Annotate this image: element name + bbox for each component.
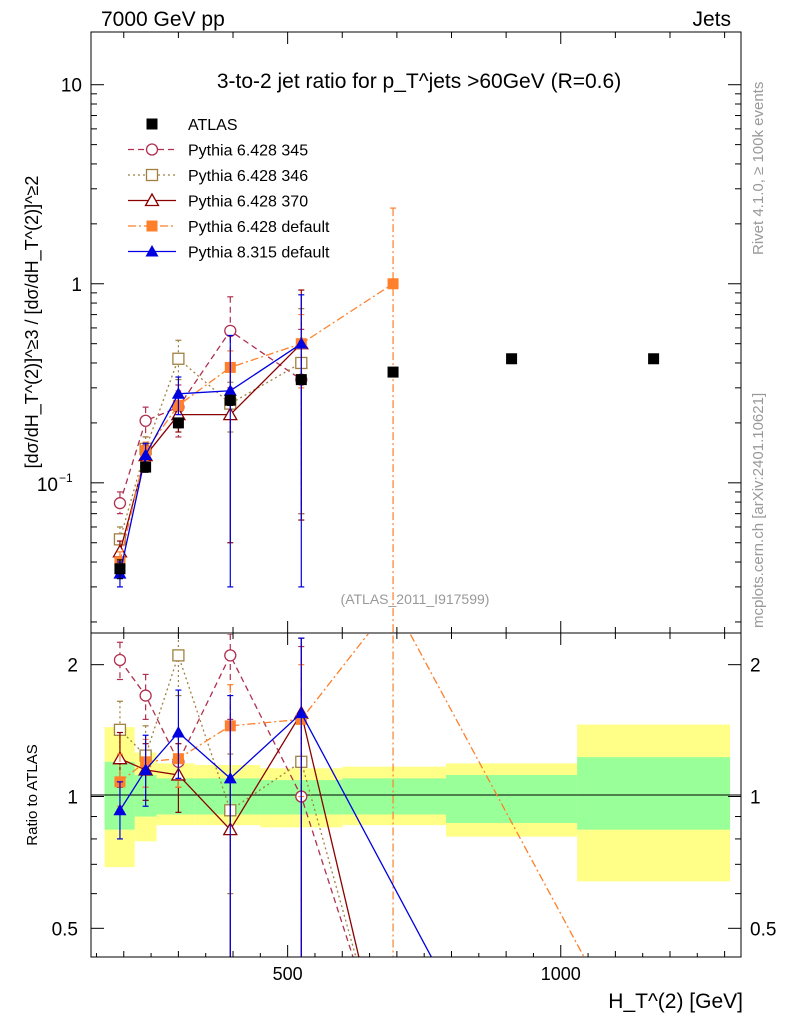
legend-label-pythia-6-428-346: Pythia 6.428 346 [188,168,308,185]
pythia-8-315-default-point [223,384,237,396]
atlas-inner-band-7 [577,757,731,830]
pythia-8-315-default-point [171,387,185,399]
pythia-6-428-345-point [224,324,237,338]
pythia-6-428-default-line [119,283,394,563]
pythia-6-428-345-ratio-point [139,689,152,702]
header-energy-label: 7000 GeV pp [101,8,225,31]
pythia-6-428-345-ratio-line [119,653,354,957]
atlas-point [648,353,660,365]
pythia-8-315-default-ratio-point [171,726,185,738]
pythia-6-428-345-point [139,414,152,427]
x-tick-label: 1000 [541,964,581,984]
ratio-y-tick-label-left: 0.5 [52,919,78,940]
legend-label-pythia-8-315-default: Pythia 8.315 default [188,245,330,262]
pythia-6-428-default-point [387,278,399,290]
y-axis-label-ratio: Ratio to ATLAS [24,744,41,845]
header-jets-label: Jets [692,8,731,31]
legend-marker-pythia-8-315-default [145,245,159,257]
ratio-y-tick-label-right: 2 [750,656,761,677]
pythia-6-428-346-ratio-point [172,649,185,662]
atlas-point [506,353,518,365]
y-tick-label-10: 10 [61,76,82,97]
legend: ATLAS Pythia 6.428 345 Pythia 6.428 346 Pyt… [128,117,330,262]
pythia-6-428-346-ratio-line [119,653,357,957]
legend-marker-pythia-6-428-346 [145,168,159,182]
rivet-version-label: Rivet 4.1.0, ≥ 100k events [750,82,767,255]
pythia-8-315-default-point [139,448,153,460]
pythia-8-315-default-point [294,337,308,349]
legend-label-pythia-6-428-345: Pythia 6.428 345 [188,143,308,160]
main-panel-data [112,207,660,633]
legend-label-pythia-6-428-default: Pythia 6.428 default [188,219,330,236]
mcplots-citation-label: mcplots.cern.ch [arXiv:2401.10621] [750,393,767,628]
atlas-inner-band-2 [156,778,195,815]
y-tick-label-exponent: −1 [59,471,73,485]
pythia-8-315-default-ratio-point [223,771,237,784]
pythia-6-428-345-ratio-point [113,653,127,667]
ratio-panel-data [112,634,585,957]
y-axis-label-main: [dσ/dH_T^(2)]^≥3 / [dσ/dH_T^(2)]^≥2 [22,176,43,469]
pythia-6-428-345-point [113,497,127,510]
analysis-label: (ATLAS_2011_I917599) [341,591,490,607]
pythia-6-428-346-line [119,357,302,540]
atlas-point [295,374,307,386]
y-tick-label-0p1: 10 [37,475,58,496]
atlas-inner-band-6 [446,774,578,823]
atlas-point [114,563,126,575]
ratio-y-tick-label-right: 0.5 [750,919,776,940]
atlas-point [140,461,152,473]
atlas-inner-band-5 [342,778,447,815]
legend-label-atlas: ATLAS [188,117,238,134]
atlas-uncertainty-bands [104,724,731,882]
atlas-point [224,394,236,406]
ratio-panel-frame [90,632,742,958]
atlas-point [172,417,184,429]
pythia-8-315-default-ratio-point [139,763,153,775]
legend-marker-atlas [146,118,158,130]
pythia-8-315-default-ratio-point [294,706,308,719]
x-axis-label: H_T^(2) [GeV] [608,990,743,1013]
legend-marker-pythia-6-428-345 [145,143,159,156]
legend-label-pythia-6-428-370: Pythia 6.428 370 [188,194,308,211]
pythia-8-315-default-ratio-point [113,803,127,816]
pythia-8-315-default-ratio-line [119,712,433,957]
chart-title: 3-to-2 jet ratio for p_T^jets >60GeV (R=… [217,70,621,93]
y-tick-label-1: 1 [71,275,82,296]
ratio-y-tick-label-right: 1 [750,787,761,808]
legend-marker-pythia-6-428-370 [144,192,160,207]
x-tick-label: 500 [273,964,303,984]
legend-marker-pythia-6-428-default [146,220,158,232]
pythia-6-428-370-ratio-line [119,711,360,957]
ratio-y-tick-label-left: 1 [67,787,78,808]
ratio-y-tick-label-left: 2 [67,656,78,677]
pythia-6-428-346-point [172,352,185,365]
pythia-6-428-345-ratio-point [224,649,237,662]
atlas-point [387,366,399,378]
